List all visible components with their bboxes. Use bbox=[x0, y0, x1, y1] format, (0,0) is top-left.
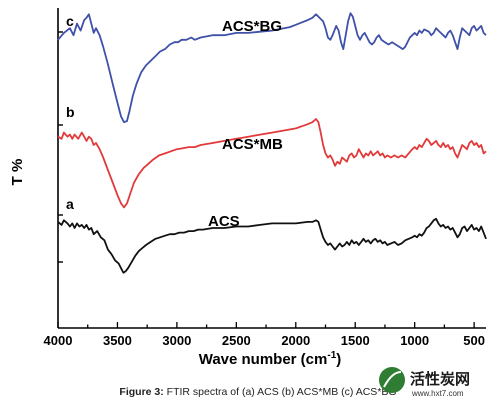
watermark-leaf-icon bbox=[379, 367, 405, 393]
x-tick-label: 2000 bbox=[281, 333, 310, 348]
series-line-acs-bg bbox=[57, 12, 487, 124]
x-tick-label: 4000 bbox=[44, 333, 73, 348]
watermark-url: www.hxt7.com bbox=[411, 389, 464, 398]
panel-letter: c bbox=[66, 13, 74, 29]
x-tick-label: 3000 bbox=[162, 333, 191, 348]
panel-letter: b bbox=[66, 104, 75, 120]
watermark-text: 活性炭网 bbox=[410, 370, 470, 388]
figure-caption: Figure 3: FTIR spectra of (a) ACS (b) AC… bbox=[119, 386, 396, 398]
x-tick-label: 1500 bbox=[341, 333, 370, 348]
x-axis-title: Wave number (cm-1) bbox=[199, 350, 342, 368]
x-tick-label: 1000 bbox=[400, 333, 429, 348]
series-label: ACS bbox=[208, 213, 240, 230]
x-tick-label: 3500 bbox=[103, 333, 132, 348]
series-label: ACS*MB bbox=[222, 136, 283, 153]
series-line-acs-mb bbox=[57, 118, 487, 209]
watermark-leaf-vein bbox=[383, 371, 402, 388]
x-tick-labels: 4000 3500 3000 2500 2000 1500 1000 500 bbox=[44, 333, 485, 348]
chart-axes bbox=[57, 8, 486, 329]
series-line-acs bbox=[57, 217, 487, 274]
y-axis-title: T % bbox=[9, 159, 26, 186]
x-tick-label: 2500 bbox=[222, 333, 251, 348]
panel-letter: a bbox=[66, 196, 74, 212]
x-tick-label: 500 bbox=[463, 333, 485, 348]
series-label: ACS*BG bbox=[222, 18, 282, 35]
series-layer: c ACS*BG b ACS*MB a ACS bbox=[57, 12, 487, 274]
watermark-logo: 活性炭网 www.hxt7.com bbox=[379, 367, 470, 398]
